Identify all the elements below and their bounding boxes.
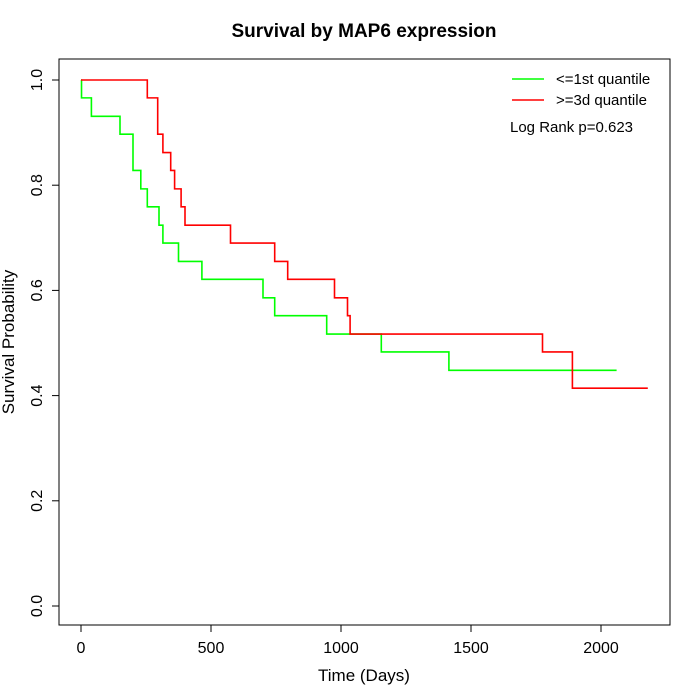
- x-tick-label: 1500: [453, 640, 489, 657]
- legend-label-high: >=3d quantile: [556, 92, 647, 109]
- x-tick-label: 1000: [323, 640, 359, 657]
- legend-label-low: <=1st quantile: [556, 71, 650, 88]
- series-line-low: [80, 79, 617, 372]
- y-axis: 0.0 0.2 0.4 0.6 0.8 1.0: [29, 69, 60, 617]
- y-tick-label: 0.4: [29, 384, 46, 406]
- y-tick-label: 0.6: [29, 279, 46, 301]
- y-tick-label: 0.0: [29, 595, 46, 617]
- x-tick-label: 500: [198, 640, 225, 657]
- x-tick-label: 2000: [583, 640, 619, 657]
- y-tick-label: 0.2: [29, 490, 46, 512]
- series-layer: [80, 79, 648, 390]
- chart-title: Survival by MAP6 expression: [231, 21, 496, 42]
- y-axis-label: Survival Probability: [0, 269, 18, 414]
- log-rank-annotation: Log Rank p=0.623: [510, 119, 633, 136]
- x-tick-label: 0: [77, 640, 86, 657]
- x-axis-label: Time (Days): [318, 666, 410, 685]
- x-axis: 0 500 1000 1500 2000: [77, 624, 619, 657]
- y-tick-label: 0.8: [29, 174, 46, 196]
- legend: <=1st quantile >=3d quantile: [512, 71, 650, 109]
- series-line-high: [81, 79, 648, 390]
- y-tick-label: 1.0: [29, 69, 46, 91]
